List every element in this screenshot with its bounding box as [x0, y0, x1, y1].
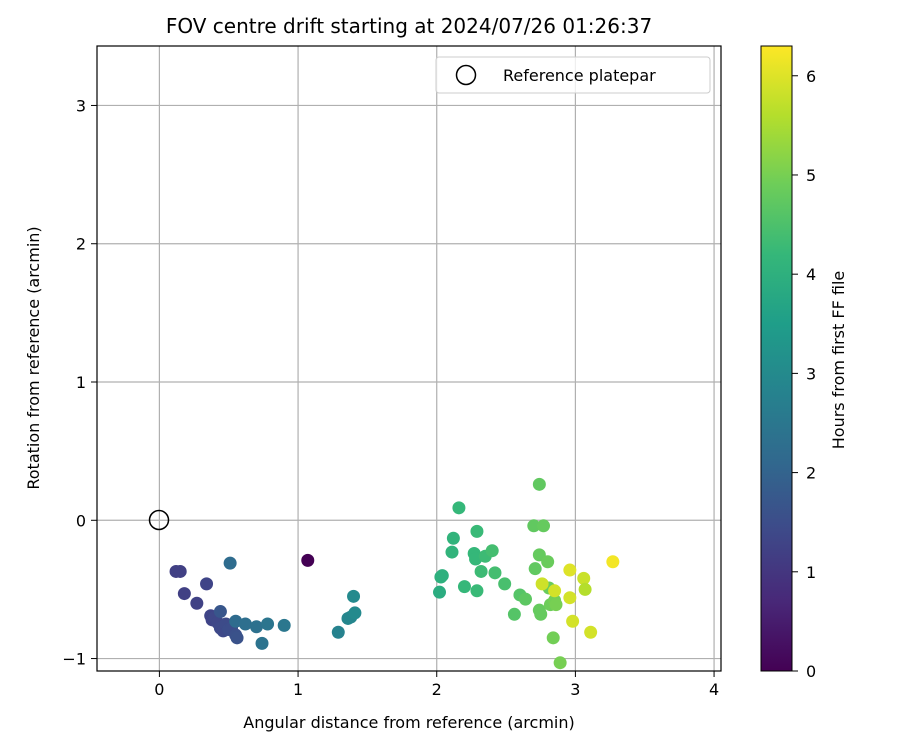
scatter-point: [230, 631, 244, 645]
scatter-point: [446, 531, 460, 545]
scatter-point: [457, 580, 471, 594]
scatter-point: [301, 553, 315, 567]
y-tick-label: 1: [76, 373, 86, 392]
scatter-point: [548, 584, 562, 598]
y-tick-label: 0: [76, 511, 86, 530]
scatter-point: [546, 631, 560, 645]
scatter-point: [578, 582, 592, 596]
scatter-point: [528, 562, 542, 576]
colorbar-tick-label: 0: [806, 662, 816, 681]
scatter-point: [563, 563, 577, 577]
legend-box: [435, 56, 711, 94]
scatter-point: [537, 519, 551, 533]
scatter-point: [535, 577, 549, 591]
scatter-point: [190, 596, 204, 610]
colorbar-tick-label: 3: [806, 364, 816, 383]
scatter-point: [577, 571, 591, 585]
scatter-point: [549, 598, 563, 612]
reference-marker: [148, 509, 170, 531]
scatter-point: [606, 555, 620, 569]
chart-title: FOV centre drift starting at 2024/07/26 …: [166, 14, 652, 38]
scatter-point: [347, 589, 361, 603]
scatter-point: [518, 592, 532, 606]
y-tick-label: 3: [76, 96, 86, 115]
x-tick-label: 3: [570, 680, 580, 699]
x-tick-label: 1: [293, 680, 303, 699]
scatter-point: [566, 614, 580, 628]
scatter-point: [277, 618, 291, 632]
grid: [97, 46, 721, 671]
x-tick-label: 2: [432, 680, 442, 699]
scatter-point: [249, 620, 263, 634]
scatter-point: [433, 585, 447, 599]
scatter-point: [452, 501, 466, 515]
colorbar-tick-label: 4: [806, 265, 816, 284]
colorbar-ticks: 0 1 2 3 4 5 6: [792, 67, 816, 681]
x-axis-label: Angular distance from reference (arcmin): [243, 713, 574, 732]
scatter-point: [470, 584, 484, 598]
scatter-point: [485, 544, 499, 558]
scatter-point: [488, 566, 502, 580]
scatter-point: [498, 577, 512, 591]
scatter-point: [541, 555, 555, 569]
y-axis-label: Rotation from reference (arcmin): [24, 226, 43, 489]
colorbar-tick-label: 6: [806, 67, 816, 86]
scatter-point: [348, 606, 362, 620]
scatter-point: [507, 607, 521, 621]
scatter-point: [255, 636, 269, 650]
y-tick-label: 2: [76, 235, 86, 254]
scatter-point: [584, 625, 598, 639]
colorbar-tick-label: 1: [806, 563, 816, 582]
scatter-point: [532, 477, 546, 491]
scatter-point: [213, 605, 227, 619]
colorbar-tick-label: 5: [806, 166, 816, 185]
scatter-point: [223, 556, 237, 570]
scatter-point: [470, 524, 484, 538]
colorbar: [760, 45, 793, 672]
scatter-point: [435, 569, 449, 583]
scatter-points: [169, 477, 620, 670]
plot-frame: [96, 45, 722, 672]
axis-ticks: 0 1 2 3 4 −1 0 1 2 3: [62, 96, 719, 699]
scatter-point: [534, 607, 548, 621]
scatter-point: [173, 564, 187, 578]
legend-label: Reference platepar: [503, 66, 656, 85]
scatter-point: [331, 625, 345, 639]
x-tick-label: 4: [709, 680, 719, 699]
y-tick-label: −1: [62, 650, 86, 669]
scatter-point: [200, 577, 214, 591]
scatter-point: [527, 519, 541, 533]
scatter-point: [261, 617, 275, 631]
colorbar-label: Hours from first FF file: [829, 271, 848, 450]
scatter-point: [474, 564, 488, 578]
colorbar-tick-label: 2: [806, 464, 816, 483]
scatter-point: [445, 545, 459, 559]
legend: Reference platepar: [435, 56, 711, 94]
scatter-point: [238, 617, 252, 631]
scatter-point: [177, 587, 191, 601]
legend-marker: [455, 64, 477, 86]
scatter-point: [553, 656, 567, 670]
scatter-point: [563, 591, 577, 605]
x-tick-label: 0: [154, 680, 164, 699]
